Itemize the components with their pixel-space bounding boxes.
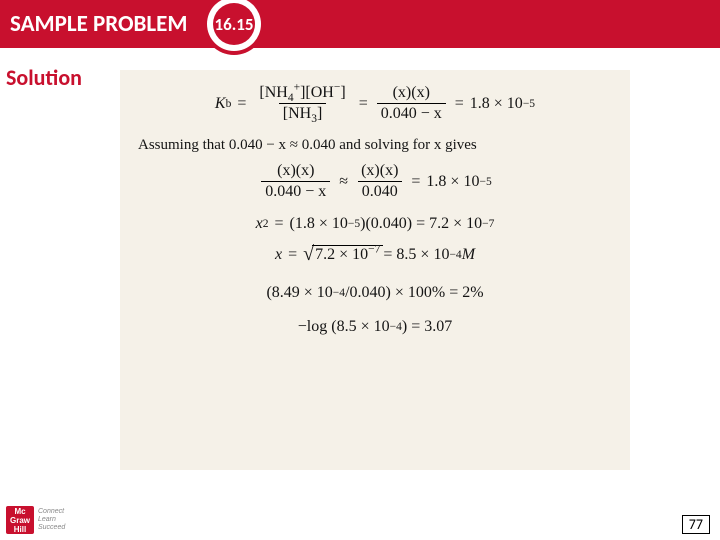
equation-percent-check: (8.49 × 10−4/0.040) × 100% = 2% — [132, 284, 618, 302]
problem-number-badge: 16.15 — [203, 0, 265, 55]
solution-heading: Solution — [6, 64, 82, 91]
equation-approx: (x)(x) 0.040 − x ≈ (x)(x) 0.040 = 1.8 × … — [132, 162, 618, 201]
solution-panel: Kb = [NH4+][OH−] [NH3] = (x)(x) 0.040 − … — [120, 70, 630, 470]
page-number: 77 — [682, 515, 710, 534]
equation-log: −log (8.5 × 10−4) = 3.07 — [132, 318, 618, 336]
equation-x-value: x = √ 7.2 × 10−7 = 8.5 × 10−4 M — [132, 243, 618, 266]
sample-problem-label: SAMPLE PROBLEM — [10, 10, 187, 38]
publisher-tagline: Connect Learn Succeed — [38, 508, 65, 532]
publisher-logo: Mc Graw Hill Connect Learn Succeed — [6, 506, 65, 534]
mcgraw-hill-icon: Mc Graw Hill — [6, 506, 34, 534]
assumption-text: Assuming that 0.040 − x ≈ 0.040 and solv… — [138, 137, 618, 154]
equation-x-squared: x2 = (1.8 × 10−5)(0.040) = 7.2 × 10−7 — [132, 215, 618, 233]
badge-number: 16.15 — [214, 14, 253, 35]
header-bar: SAMPLE PROBLEM 16.15 — [0, 0, 720, 48]
equation-kb: Kb = [NH4+][OH−] [NH3] = (x)(x) 0.040 − … — [132, 84, 618, 123]
